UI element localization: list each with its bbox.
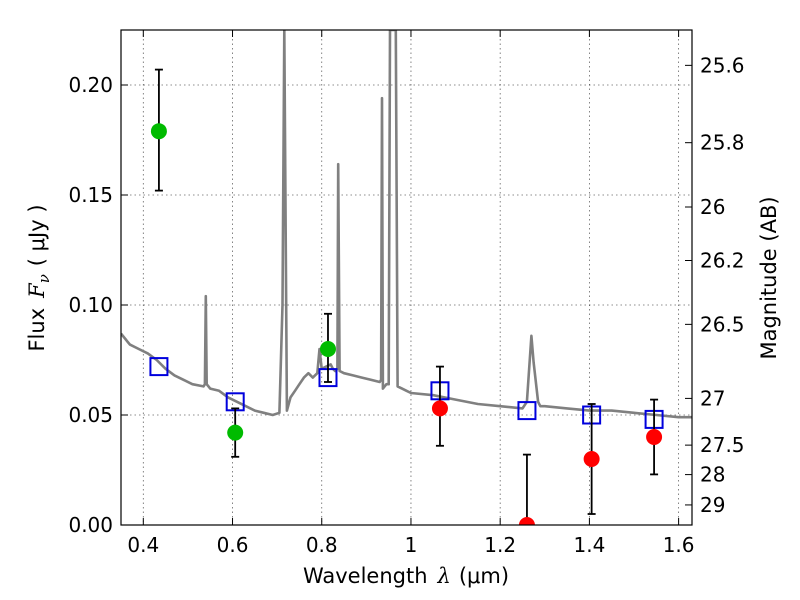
y2-tick-label: 27 [700, 386, 725, 410]
y-tick-label: 0.10 [68, 293, 113, 317]
observed-optical-point [319, 341, 336, 357]
observed-optical-point [227, 424, 244, 441]
data-markers [149, 68, 664, 525]
x-tick-label: 1.2 [484, 533, 516, 557]
model-spectrum [121, 30, 692, 419]
model-flux-square [517, 401, 537, 421]
y2-tick-label: 27.5 [700, 433, 745, 457]
y2-tick-label: 25.6 [700, 53, 745, 77]
model-flux-square [149, 357, 169, 377]
y2-tick-label: 26 [700, 195, 725, 219]
y2-axis-label: Magnitude (AB) [757, 196, 781, 359]
observed-nir-point [646, 429, 663, 445]
y2-tick-label: 28 [700, 463, 725, 487]
x-tick-label: 1 [405, 533, 418, 557]
plot-frame [120, 29, 693, 526]
x-tick-label: 0.4 [127, 533, 159, 557]
y-axis-label: FluxFν( μJy ) [25, 204, 53, 351]
observed-optical-point [150, 123, 167, 140]
grid [121, 30, 692, 526]
spectrum-line [121, 30, 692, 419]
y-tick-label: 0.05 [68, 403, 113, 427]
y-tick-label: 0.20 [68, 73, 113, 97]
y2-tick-label: 29 [700, 493, 725, 517]
observed-nir-point [431, 400, 448, 417]
y2-tick-label: 26.2 [700, 249, 745, 273]
observed-nir-point [583, 451, 600, 467]
x-tick-label: 0.6 [217, 533, 249, 557]
observed-nir-point [518, 517, 535, 525]
x-axis-label: Wavelength λ (μm) [303, 564, 509, 588]
axis-ticks: 0.4 0.6 0.8 1 1.2 1.4 1.6 0.00 0.05 0.10 0.15 0.20 2… [68, 30, 745, 557]
x-tick-label: 1.4 [573, 533, 605, 557]
y-tick-label: 0.00 [68, 513, 113, 537]
x-tick-label: 1.6 [663, 533, 695, 557]
y2-tick-label: 25.8 [700, 131, 745, 155]
y2-tick-label: 26.5 [700, 312, 745, 336]
x-tick-label: 0.8 [306, 533, 338, 557]
y-tick-label: 0.15 [68, 183, 113, 207]
